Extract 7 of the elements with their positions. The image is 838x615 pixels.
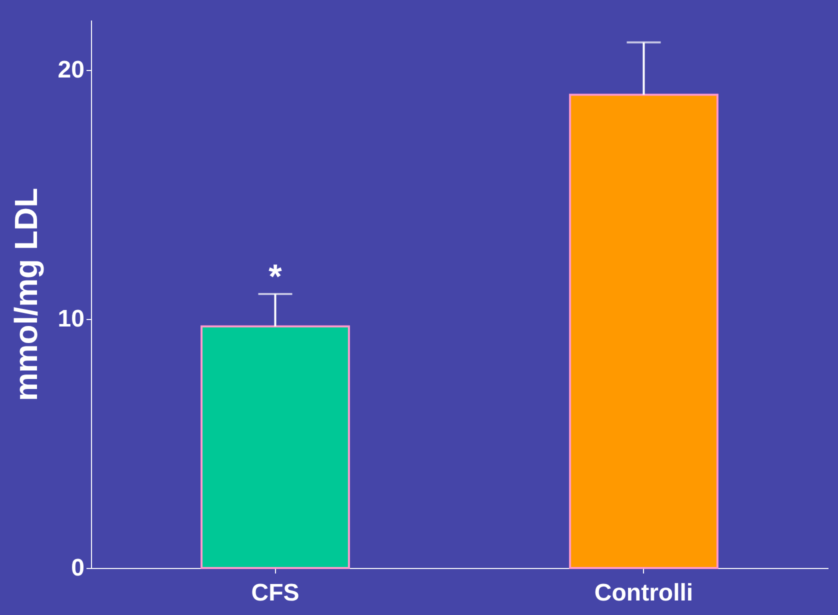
x-tick-label: CFS (251, 580, 300, 606)
x-tick-label: Controlli (594, 580, 694, 606)
annotation: * (268, 258, 283, 296)
y-axis-title: mmol/mg LDL (8, 188, 44, 402)
y-tick-label: 0 (71, 554, 84, 582)
y-tick-label: 10 (58, 305, 84, 332)
y-tick-label: 20 (58, 56, 84, 84)
